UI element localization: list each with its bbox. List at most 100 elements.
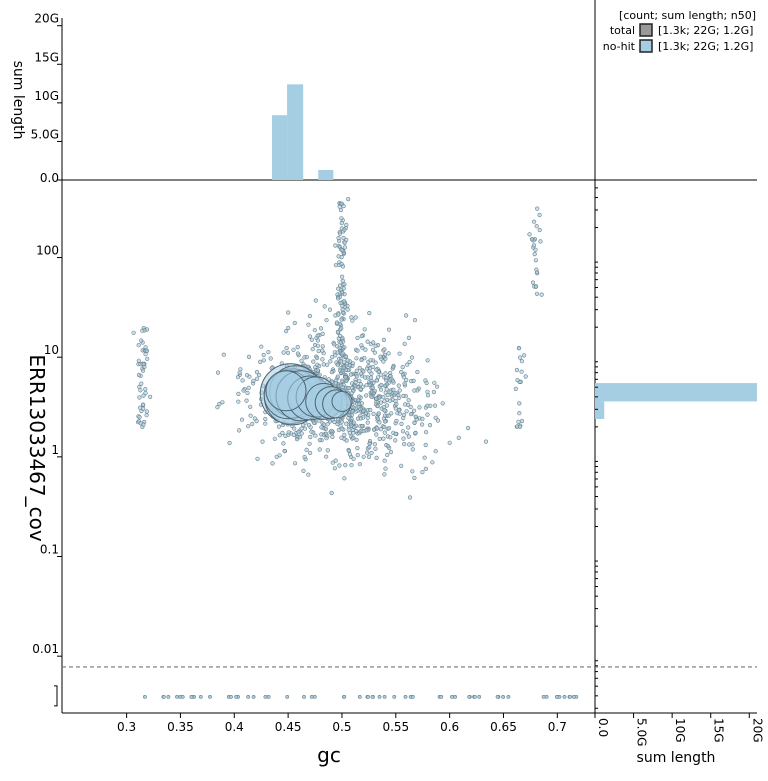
scatter-point [374, 455, 379, 461]
scatter-point [425, 412, 430, 417]
scatter-point [373, 360, 378, 365]
scatter-point [355, 348, 360, 353]
scatter-point [531, 219, 537, 224]
scatter-point [286, 325, 291, 331]
scatter-point [386, 351, 391, 356]
scatter-point [136, 358, 141, 363]
scatter-point [533, 284, 539, 289]
scatter-point [425, 358, 430, 363]
scatter-point [537, 227, 542, 233]
scatter-point [527, 232, 532, 237]
scatter-point [341, 204, 346, 209]
scatter-point [371, 340, 376, 345]
scatter-point [268, 356, 273, 361]
scatter-point [342, 360, 347, 365]
right-histogram-xlabel: sum length [637, 750, 716, 766]
scatter-point [277, 433, 282, 438]
scatter-point [349, 412, 355, 417]
top-histogram-ylabel: sum length [10, 61, 26, 140]
scatter-point [141, 406, 146, 411]
scatter-point [365, 450, 370, 455]
scatter-point [359, 401, 364, 406]
scatter-point [415, 369, 420, 375]
zero-cov-point [568, 695, 572, 699]
scatter-point [351, 456, 356, 461]
scatter-point [329, 370, 334, 375]
scatter-point [330, 434, 335, 440]
scatter-point [145, 356, 150, 361]
scatter-point [353, 380, 358, 385]
scatter-point [531, 243, 537, 248]
scatter-point [391, 387, 396, 392]
scatter-point [516, 419, 521, 424]
scatter-point [342, 227, 347, 232]
scatter-point [378, 427, 384, 432]
scatter-point [276, 424, 282, 429]
scatter-point [339, 317, 344, 322]
scatter-point [514, 367, 520, 373]
scatter-point [246, 354, 252, 360]
scatter-point [422, 455, 427, 460]
scatter-point [284, 329, 289, 334]
zero-cov-point [377, 695, 382, 699]
scatter-point [402, 442, 407, 447]
scatter-point [368, 407, 373, 413]
scatter-point [360, 423, 365, 429]
scatter-point [537, 212, 542, 218]
scatter-point [136, 372, 142, 378]
scatter-point [317, 372, 322, 377]
scatter-point [372, 388, 377, 393]
scatter-point [319, 425, 324, 430]
scatter-point [251, 378, 256, 384]
top-hist-tick-label: 0.0 [40, 171, 59, 185]
scatter-point [386, 444, 391, 449]
scatter-point [513, 386, 518, 392]
scatter-point [340, 274, 345, 279]
scatter-point [374, 367, 379, 372]
scatter-point [532, 252, 537, 257]
scatter-point [339, 216, 344, 221]
scatter-point [321, 362, 326, 367]
scatter-point [137, 415, 142, 420]
scatter-point [340, 351, 345, 356]
zero-cov-point [495, 695, 500, 699]
scatter-point [336, 236, 341, 241]
scatter-point [394, 402, 399, 407]
scatter-point [378, 387, 384, 392]
scatter-point [384, 375, 389, 380]
scatter-point [342, 282, 347, 287]
scatter-point [291, 347, 296, 352]
scatter-point [308, 434, 313, 440]
scatter-point [372, 350, 378, 355]
scatter-point [424, 380, 429, 386]
scatter-point [400, 365, 405, 370]
scatter-point [404, 409, 409, 414]
scatter-point [335, 362, 340, 367]
scatter-point [369, 394, 374, 399]
scatter-point [381, 436, 386, 441]
scatter-point [375, 404, 380, 409]
scatter-point [406, 398, 411, 403]
scatter-point [329, 490, 334, 496]
top-hist-tick-label: 5.0G [31, 127, 59, 141]
scatter-point [410, 469, 415, 474]
scatter-point [217, 401, 222, 407]
scatter-point [338, 333, 343, 339]
scatter-point [404, 313, 409, 318]
scatter-point [339, 255, 344, 260]
scatter-point [311, 359, 316, 364]
scatter-point [330, 460, 335, 465]
zero-cov-point [410, 695, 415, 699]
scatter-point [355, 453, 360, 458]
scatter-point [394, 418, 399, 424]
scatter-point [372, 442, 378, 447]
scatter-point [336, 312, 341, 317]
scatter-point [140, 368, 146, 373]
scatter-point [517, 401, 522, 406]
legend-nohit-stats: [1.3k; 22G; 1.2G] [658, 40, 753, 53]
scatter-point [406, 335, 412, 341]
zero-cov-point [285, 695, 290, 699]
scatter-point [261, 352, 266, 358]
scatter-point [340, 303, 345, 309]
